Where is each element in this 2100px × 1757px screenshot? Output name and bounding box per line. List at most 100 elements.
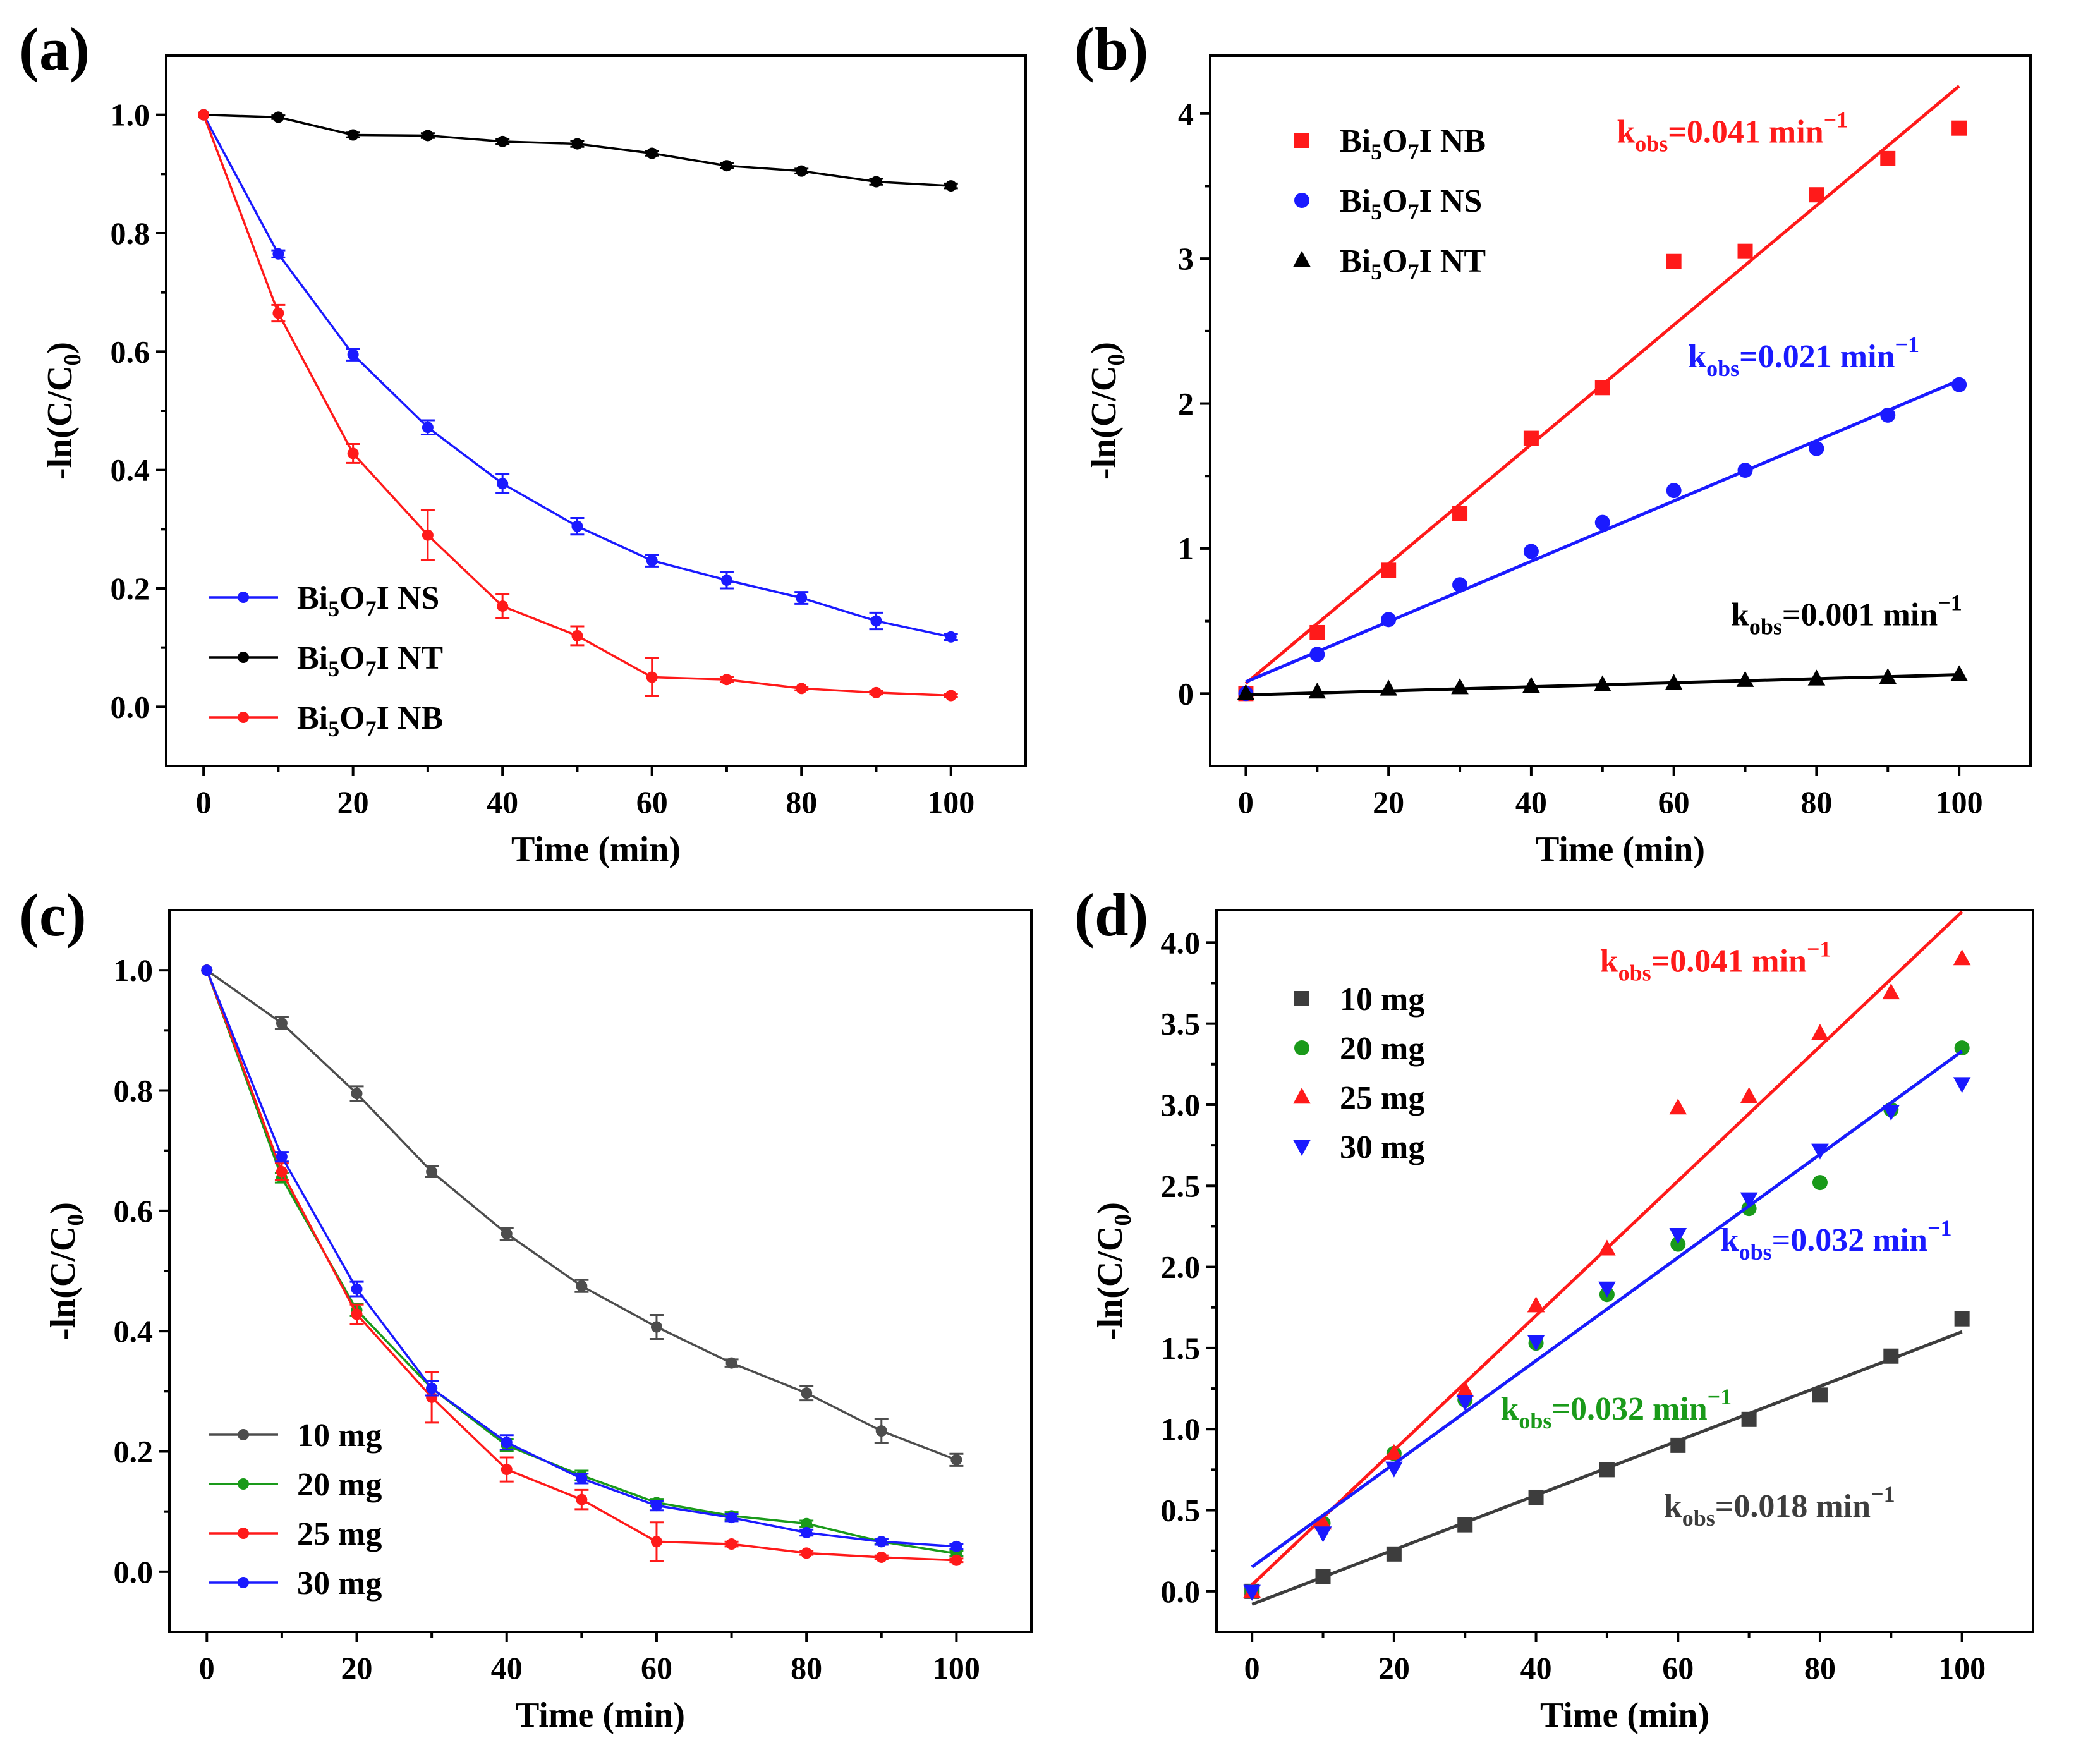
legend-marker bbox=[1294, 193, 1309, 208]
data-point bbox=[1599, 1462, 1615, 1478]
x-tick-label: 100 bbox=[1936, 784, 1983, 820]
legend-label: Bi5O7I NT bbox=[1340, 243, 1486, 284]
data-point bbox=[1598, 1281, 1616, 1298]
data-point bbox=[1812, 1175, 1828, 1191]
data-point bbox=[276, 1165, 288, 1177]
y-tick-label: 0.5 bbox=[1161, 1493, 1201, 1528]
series-25-mg: kobs=0.041 min−1 bbox=[1243, 910, 1971, 1598]
y-tick-label: 3 bbox=[1178, 241, 1194, 276]
k-annotation-part: =0.032 min bbox=[1551, 1391, 1707, 1427]
x-tick-label: 60 bbox=[1658, 784, 1690, 820]
x-tick-label: 0 bbox=[196, 784, 212, 820]
data-point bbox=[801, 1526, 813, 1538]
k-annotation-subscript: obs bbox=[1635, 131, 1668, 157]
data-point bbox=[650, 1536, 662, 1548]
y-tick-label: 0.2 bbox=[111, 571, 150, 606]
y-tick-label: 1.0 bbox=[111, 97, 150, 133]
k-annotation-part: k bbox=[1721, 1222, 1739, 1258]
data-point bbox=[422, 130, 434, 142]
data-point bbox=[497, 600, 509, 612]
y-tick-label: 0.0 bbox=[111, 689, 150, 724]
data-point bbox=[875, 1425, 887, 1437]
legend-label: 10 mg bbox=[297, 1418, 382, 1454]
data-point bbox=[1812, 1387, 1828, 1403]
data-point bbox=[1594, 514, 1610, 530]
data-point bbox=[351, 1283, 363, 1295]
data-point bbox=[950, 1454, 962, 1466]
data-point bbox=[1522, 676, 1540, 693]
k-annotation-part: =0.001 min bbox=[1782, 597, 1938, 633]
k-annotation-part: =0.021 min bbox=[1739, 339, 1895, 375]
data-point bbox=[1237, 684, 1255, 700]
data-point bbox=[1740, 1087, 1758, 1103]
data-point bbox=[571, 520, 583, 532]
data-point bbox=[796, 165, 808, 177]
k-annotation: kobs=0.041 min−1 bbox=[1617, 107, 1848, 157]
series-line bbox=[206, 969, 957, 1461]
data-point bbox=[945, 690, 957, 702]
data-point bbox=[1880, 407, 1896, 423]
data-point bbox=[1380, 679, 1397, 696]
y-tick-label: 4 bbox=[1178, 96, 1194, 131]
data-point bbox=[1523, 544, 1539, 559]
x-tick-label: 80 bbox=[1804, 1650, 1836, 1686]
legend-label-part: O bbox=[1382, 243, 1407, 279]
legend-label-subscript: 5 bbox=[328, 716, 339, 741]
data-point bbox=[646, 147, 658, 159]
data-point bbox=[1386, 1546, 1402, 1562]
data-point bbox=[1737, 463, 1753, 478]
k-annotation-superscript: −1 bbox=[1927, 1215, 1952, 1241]
data-point bbox=[1953, 949, 1971, 966]
legend-marker bbox=[238, 1478, 249, 1490]
legend-label: 25 mg bbox=[1340, 1080, 1424, 1116]
x-tick-label: 20 bbox=[1378, 1650, 1410, 1686]
fit-line bbox=[1251, 1050, 1963, 1569]
legend-label: 25 mg bbox=[297, 1516, 382, 1552]
data-point bbox=[725, 1357, 737, 1369]
data-point bbox=[276, 1151, 288, 1163]
panel-label: (a) bbox=[19, 15, 90, 83]
legend-marker bbox=[238, 712, 249, 723]
series-30-mg bbox=[201, 964, 964, 1552]
k-annotation-subscript: obs bbox=[1749, 614, 1782, 639]
data-point bbox=[1670, 1437, 1686, 1453]
x-tick-label: 40 bbox=[1515, 784, 1547, 820]
data-point bbox=[801, 1517, 813, 1529]
data-point bbox=[576, 1280, 588, 1292]
data-point bbox=[1809, 441, 1824, 456]
x-tick-label: 20 bbox=[337, 784, 369, 820]
data-point bbox=[720, 574, 732, 586]
legend-label-part: Bi bbox=[1340, 243, 1371, 279]
data-point bbox=[801, 1547, 813, 1559]
data-point bbox=[201, 964, 213, 976]
y-label-subscript: 0 bbox=[59, 354, 86, 366]
data-point bbox=[1456, 1380, 1474, 1397]
data-point bbox=[1381, 612, 1397, 628]
y-label-part: -ln(C/C bbox=[1084, 366, 1124, 480]
k-annotation-part: k bbox=[1600, 944, 1618, 980]
data-point bbox=[422, 529, 434, 541]
data-point bbox=[1308, 683, 1326, 699]
legend-label-part: O bbox=[1382, 123, 1407, 159]
data-point bbox=[1809, 187, 1824, 203]
data-point bbox=[198, 109, 210, 121]
data-point bbox=[576, 1493, 588, 1505]
legend-label-part: I NT bbox=[377, 640, 443, 676]
y-tick-label: 1.0 bbox=[1161, 1411, 1201, 1447]
k-annotation-subscript: obs bbox=[1519, 1408, 1551, 1433]
y-tick-label: 3.0 bbox=[1161, 1087, 1201, 1122]
series-line bbox=[202, 114, 952, 638]
data-point bbox=[1457, 1517, 1473, 1533]
data-point bbox=[646, 671, 658, 683]
legend-label: Bi5O7I NS bbox=[1340, 183, 1482, 224]
k-annotation-part: =0.032 min bbox=[1772, 1222, 1927, 1258]
series-10-mg: kobs=0.018 min−1 bbox=[1244, 1311, 1970, 1606]
chart-panel-1: (a) 0 20 40 60 80 100 0.0 0.2 0.4 0.6 0.8 1.0 Time (m… bbox=[19, 15, 1027, 869]
k-annotation-subscript: obs bbox=[1706, 356, 1739, 381]
data-point bbox=[1954, 1311, 1970, 1327]
data-point bbox=[725, 1512, 737, 1524]
k-annotation-superscript: −1 bbox=[1708, 1384, 1732, 1409]
k-annotation-subscript: obs bbox=[1682, 1505, 1715, 1531]
